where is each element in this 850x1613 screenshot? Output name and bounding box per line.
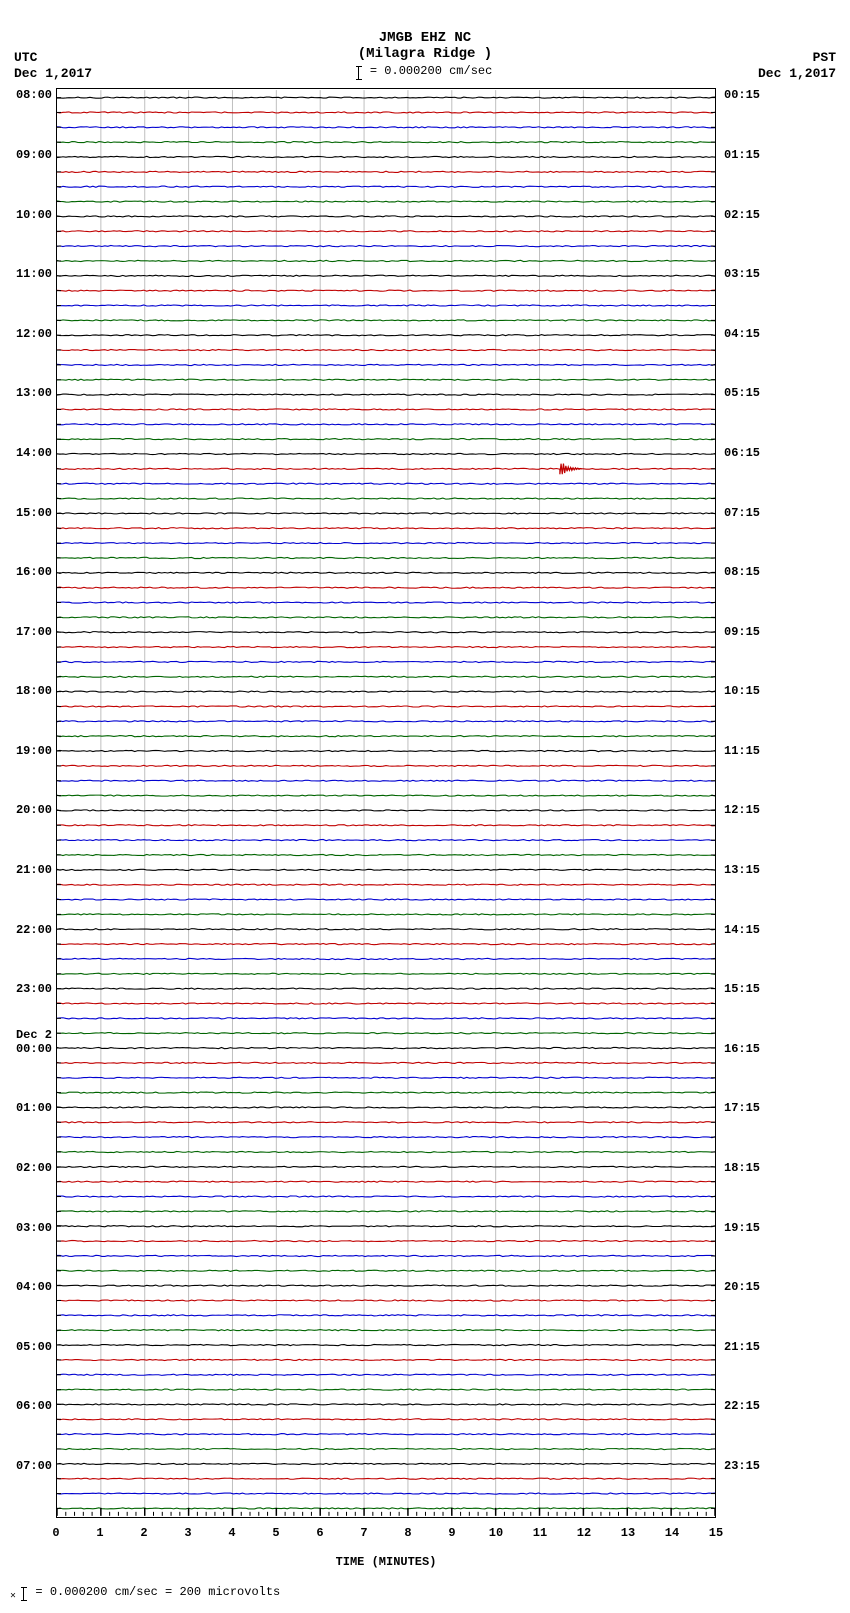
tz-right-date: Dec 1,2017 <box>758 66 836 82</box>
tz-right-label: PST <box>758 50 836 66</box>
pst-label: 21:15 <box>724 1340 760 1354</box>
pst-label: 18:15 <box>724 1161 760 1175</box>
x-axis-title: TIME (MINUTES) <box>56 1555 716 1569</box>
pst-label: 03:15 <box>724 267 760 281</box>
utc-label: 16:00 <box>16 565 52 579</box>
x-tick-label: 0 <box>52 1526 59 1540</box>
pst-label: 05:15 <box>724 386 760 400</box>
utc-label: 12:00 <box>16 327 52 341</box>
utc-label: 18:00 <box>16 684 52 698</box>
x-tick-label: 6 <box>316 1526 323 1540</box>
utc-label: 03:00 <box>16 1221 52 1235</box>
pst-label: 14:15 <box>724 923 760 937</box>
scale-footer-text: = 0.000200 cm/sec = 200 microvolts <box>35 1586 280 1600</box>
pst-label: 10:15 <box>724 684 760 698</box>
pst-label: 04:15 <box>724 327 760 341</box>
x-tick-label: 2 <box>140 1526 147 1540</box>
pst-label: 01:15 <box>724 148 760 162</box>
scale-bar-footer-icon <box>23 1587 24 1601</box>
pst-label: 08:15 <box>724 565 760 579</box>
x-tick-label: 3 <box>184 1526 191 1540</box>
utc-label: 17:00 <box>16 625 52 639</box>
scale-footer-prefix: × <box>10 1592 16 1603</box>
x-tick-label: 9 <box>448 1526 455 1540</box>
x-tick-label: 10 <box>489 1526 503 1540</box>
utc-hour-labels: 08:00 09:00 10:00 11:00 12:00 13:00 14:00 15:00… <box>0 88 54 1518</box>
pst-label: 20:15 <box>724 1280 760 1294</box>
x-tick-label: 1 <box>96 1526 103 1540</box>
utc-label: 23:00 <box>16 982 52 996</box>
utc-label: Dec 2 <box>16 1028 52 1042</box>
pst-label: 13:15 <box>724 863 760 877</box>
pst-label: 12:15 <box>724 803 760 817</box>
utc-label: 11:00 <box>16 267 52 281</box>
utc-label: 05:00 <box>16 1340 52 1354</box>
tz-left-label: UTC <box>14 50 92 66</box>
pst-label: 19:15 <box>724 1221 760 1235</box>
x-tick-label: 8 <box>404 1526 411 1540</box>
utc-label: 09:00 <box>16 148 52 162</box>
station-subtitle: (Milagra Ridge ) <box>0 46 850 62</box>
utc-label: 08:00 <box>16 88 52 102</box>
timezone-right: PST Dec 1,2017 <box>758 50 836 81</box>
x-tick-label: 11 <box>533 1526 547 1540</box>
utc-label: 00:00 <box>16 1042 52 1056</box>
utc-label: 07:00 <box>16 1459 52 1473</box>
utc-label: 01:00 <box>16 1101 52 1115</box>
pst-label: 22:15 <box>724 1399 760 1413</box>
utc-label: 14:00 <box>16 446 52 460</box>
pst-label: 00:15 <box>724 88 760 102</box>
x-tick-label: 4 <box>228 1526 235 1540</box>
utc-label: 19:00 <box>16 744 52 758</box>
station-title: JMGB EHZ NC <box>0 30 850 46</box>
x-tick-label: 7 <box>360 1526 367 1540</box>
utc-label: 02:00 <box>16 1161 52 1175</box>
seismogram-plot <box>56 88 716 1518</box>
pst-label: 06:15 <box>724 446 760 460</box>
timezone-left: UTC Dec 1,2017 <box>14 50 92 81</box>
x-tick-label: 12 <box>577 1526 591 1540</box>
utc-label: 22:00 <box>16 923 52 937</box>
utc-label: 04:00 <box>16 1280 52 1294</box>
x-tick-label: 13 <box>621 1526 635 1540</box>
scale-indicator-bottom: × = 0.000200 cm/sec = 200 microvolts <box>10 1585 280 1603</box>
pst-label: 09:15 <box>724 625 760 639</box>
scale-indicator-top: = 0.000200 cm/sec <box>0 64 850 78</box>
utc-label: 10:00 <box>16 208 52 222</box>
pst-label: 16:15 <box>724 1042 760 1056</box>
pst-label: 23:15 <box>724 1459 760 1473</box>
pst-label: 07:15 <box>724 506 760 520</box>
pst-label: 02:15 <box>724 208 760 222</box>
pst-label: 17:15 <box>724 1101 760 1115</box>
pst-label: 11:15 <box>724 744 760 758</box>
utc-label: 20:00 <box>16 803 52 817</box>
x-tick-label: 14 <box>665 1526 679 1540</box>
x-tick-label: 15 <box>709 1526 723 1540</box>
scale-bar-icon <box>358 66 359 80</box>
x-tick-label: 5 <box>272 1526 279 1540</box>
pst-hour-labels: 00:15 01:15 02:15 03:15 04:15 05:15 06:15 07:15… <box>720 88 780 1518</box>
pst-label: 15:15 <box>724 982 760 996</box>
utc-label: 21:00 <box>16 863 52 877</box>
utc-label: 15:00 <box>16 506 52 520</box>
utc-label: 13:00 <box>16 386 52 400</box>
utc-label: 06:00 <box>16 1399 52 1413</box>
tz-left-date: Dec 1,2017 <box>14 66 92 82</box>
scale-text: = 0.000200 cm/sec <box>370 64 492 78</box>
